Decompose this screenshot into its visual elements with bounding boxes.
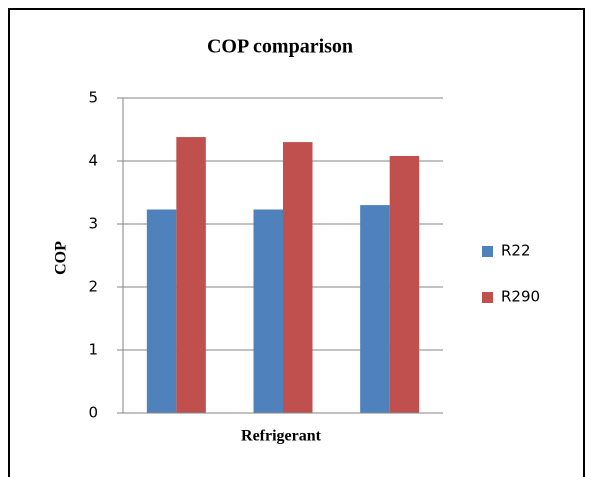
y-tick-label: 3 xyxy=(88,215,98,233)
x-axis-label: Refrigerant xyxy=(241,428,322,445)
bar xyxy=(146,209,177,413)
y-axis-label: COP xyxy=(53,241,70,275)
y-tick-label: 4 xyxy=(88,152,98,170)
bar xyxy=(389,155,420,413)
bar xyxy=(360,205,390,413)
y-tick-label: 2 xyxy=(88,278,98,296)
legend-swatch xyxy=(482,246,493,257)
legend-label: R290 xyxy=(501,288,540,306)
legend-swatch xyxy=(482,292,493,303)
legend-label: R22 xyxy=(501,242,531,260)
y-tick-label: 1 xyxy=(88,341,98,359)
y-tick-label: 0 xyxy=(88,404,98,422)
y-tick-label: 5 xyxy=(88,89,98,107)
bar xyxy=(253,209,283,413)
chart-border xyxy=(8,8,585,477)
bar xyxy=(283,142,313,413)
chart-title: COP comparison xyxy=(207,36,353,58)
bar xyxy=(176,137,206,413)
